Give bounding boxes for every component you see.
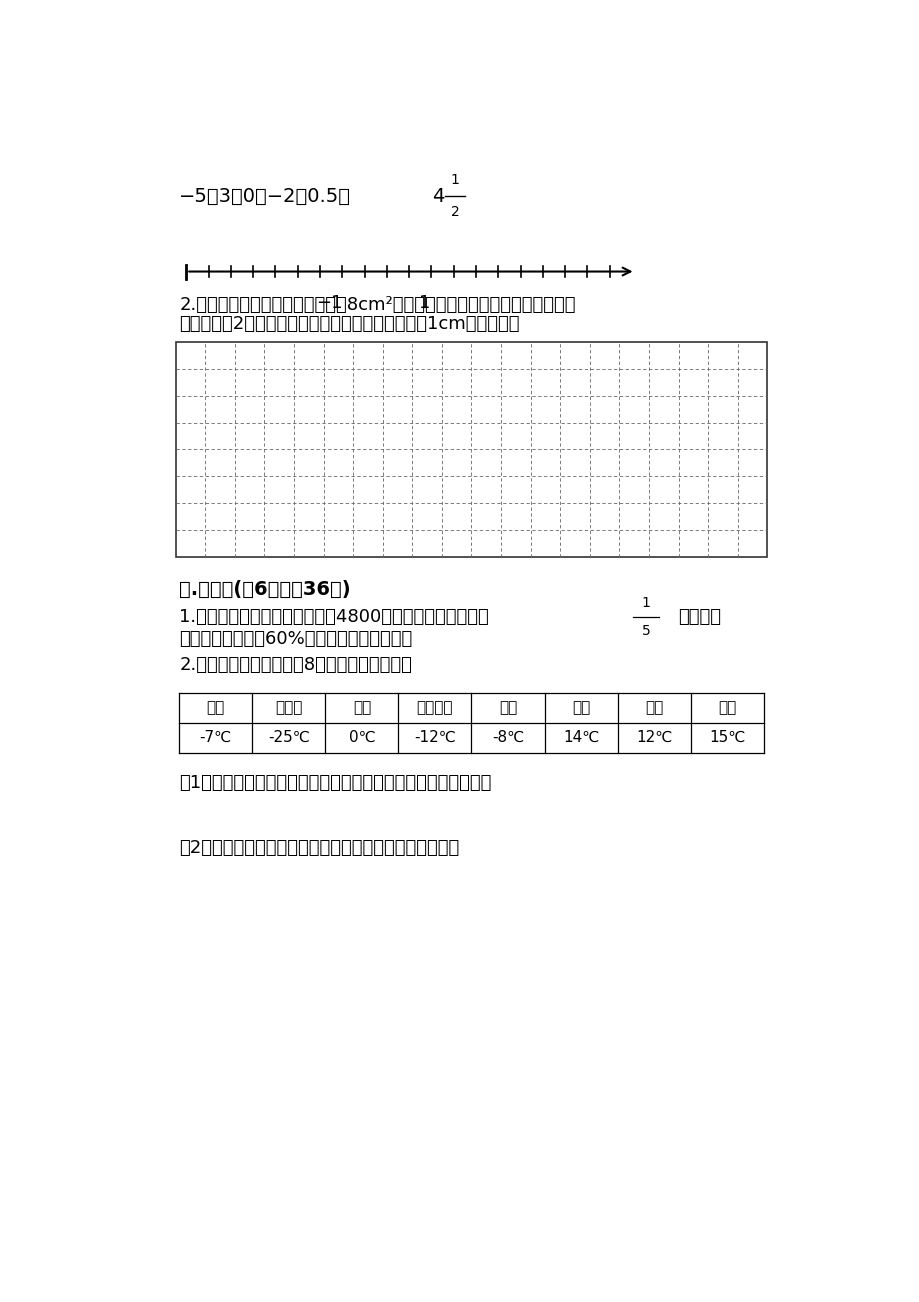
Text: 六.解答题(共6题，共36分): 六.解答题(共6题，共36分) — [179, 579, 350, 599]
Text: 0℃: 0℃ — [348, 730, 375, 745]
Bar — [176, 341, 766, 557]
Text: 海口: 海口 — [718, 700, 735, 715]
Text: 14℃: 14℃ — [562, 730, 598, 745]
Text: 1: 1 — [450, 173, 459, 187]
Text: 哈尔滨: 哈尔滨 — [275, 700, 302, 715]
Text: 1.修路队修一条路，八月份修了4800米，九月份修了全长的: 1.修路队修一条路，八月份修了4800米，九月份修了全长的 — [179, 608, 488, 626]
Text: 北京: 北京 — [207, 700, 224, 715]
Text: 2: 2 — [450, 206, 459, 219]
Text: -25℃: -25℃ — [267, 730, 310, 745]
Text: ，这两个: ，这两个 — [677, 608, 720, 626]
Text: -12℃: -12℃ — [414, 730, 456, 745]
Text: 拉萨: 拉萨 — [498, 700, 516, 715]
Text: −5，3，0，−2，0.5，: −5，3，0，−2，0.5， — [179, 187, 351, 206]
Text: 月一共修了全长的60%，这条路全长多少米？: 月一共修了全长的60%，这条路全长多少米？ — [179, 630, 412, 648]
Text: 4: 4 — [432, 187, 444, 206]
Text: 大到原来的2倍，画出图形。（每个方格代表边长为1cm的正方形）: 大到原来的2倍，画出图形。（每个方格代表边长为1cm的正方形） — [179, 315, 519, 333]
Text: 2.在下面的方格纸中画一个面积是8cm²的长方形，再把这个长方形的各边长扩: 2.在下面的方格纸中画一个面积是8cm²的长方形，再把这个长方形的各边长扩 — [179, 296, 575, 314]
Text: 2.下表记录的是某天我国8个城市的最低气温。: 2.下表记录的是某天我国8个城市的最低气温。 — [179, 655, 412, 673]
Text: 12℃: 12℃ — [635, 730, 672, 745]
Text: （2）把各个城市的最低气温按从高到低的顺序排列出来。: （2）把各个城市的最低气温按从高到低的顺序排列出来。 — [179, 838, 459, 857]
Text: （1）哪个城市的气温最高，哪个城市的气温最低，分别是多少？: （1）哪个城市的气温最高，哪个城市的气温最低，分别是多少？ — [179, 773, 491, 792]
Text: 1: 1 — [419, 293, 430, 311]
Text: 15℃: 15℃ — [709, 730, 744, 745]
Text: -7℃: -7℃ — [199, 730, 232, 745]
Text: 南京: 南京 — [352, 700, 370, 715]
Text: 5: 5 — [641, 625, 650, 638]
Text: −1: −1 — [315, 293, 342, 311]
Text: 1: 1 — [641, 596, 650, 611]
Text: 广州: 广州 — [572, 700, 590, 715]
Text: -8℃: -8℃ — [492, 730, 524, 745]
Text: 乌鲁木齐: 乌鲁木齐 — [416, 700, 453, 715]
Text: 台北: 台北 — [644, 700, 663, 715]
